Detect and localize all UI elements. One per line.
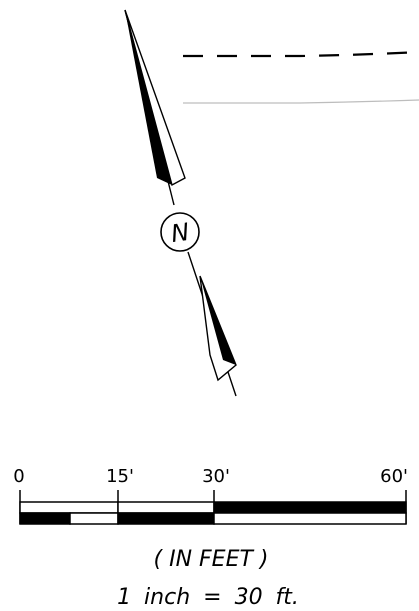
scale-bar: 0 15' 30' 60' ( IN FEET ) 1 inch = 30 ft…	[13, 466, 408, 610]
scale-units-note: ( IN FEET )	[154, 547, 269, 572]
scale-tick-label-0: 0	[13, 466, 24, 487]
scale-segment-bottom-2	[69, 512, 119, 525]
scale-tick-label-15: 15'	[106, 466, 134, 487]
north-circle	[160, 212, 200, 252]
scale-segment-bottom-4	[213, 512, 407, 525]
dashed-boundary-line	[183, 50, 419, 58]
north-label: N	[169, 218, 191, 248]
scale-segment-bottom-1	[19, 512, 71, 525]
north-arrow: N	[124, 9, 237, 397]
scale-segment-top-2	[117, 501, 215, 514]
scale-ratio-note: 1 inch = 30 ft.	[117, 585, 299, 610]
scale-segment-top-1	[19, 501, 119, 514]
faint-edge-line	[183, 99, 419, 104]
scale-segment-top-3	[213, 501, 407, 514]
north-arrowhead-white	[124, 9, 186, 187]
south-arrowhead-black	[200, 276, 236, 365]
scale-segment-bottom-3	[117, 512, 215, 525]
scale-tick-label-60: 60'	[380, 466, 408, 487]
scale-tick-label-30: 30'	[202, 466, 230, 487]
